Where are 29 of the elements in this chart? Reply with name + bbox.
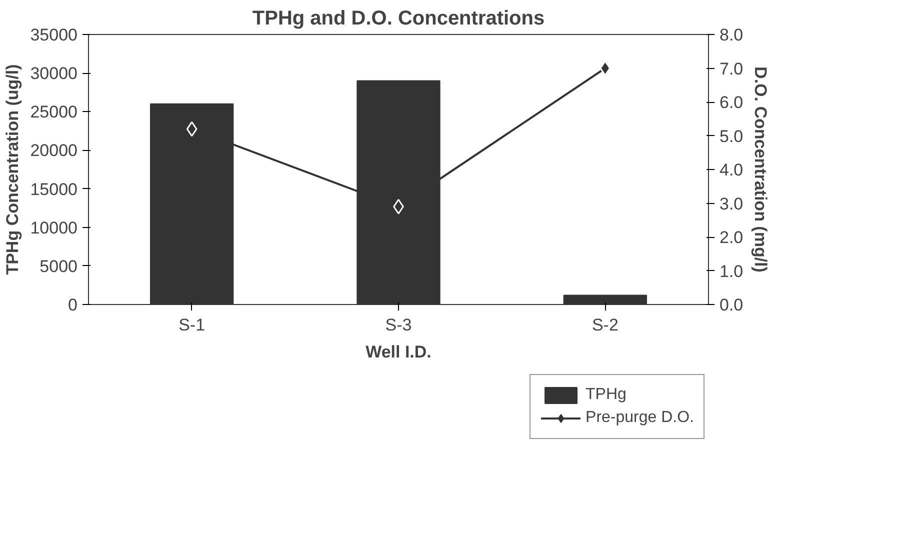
y2-tick-label: 4.0	[720, 160, 744, 180]
y2-axis-title: D.O. Concentration (mg/l)	[751, 66, 770, 272]
y-tick-label: 5000	[40, 256, 78, 276]
y2-tick-label: 6.0	[720, 93, 744, 112]
legend-label: Pre-purge D.O.	[586, 409, 694, 427]
y2-tick-label: 5.0	[720, 126, 744, 146]
point	[186, 121, 198, 137]
y-tick-label: 0	[68, 296, 78, 314]
y-tick-label: 15000	[30, 180, 78, 199]
y-tick-label: 10000	[30, 218, 78, 238]
y2-tick-label: 0.0	[720, 296, 744, 314]
chart-title: TPHg and D.O. Concentrations	[252, 8, 545, 30]
bar	[563, 294, 647, 304]
x-axis-title: Well I.D.	[366, 342, 432, 362]
y-axis-title: TPHg Concentration (ug/l)	[3, 64, 22, 275]
point	[600, 60, 611, 76]
y-tick-label: 25000	[30, 102, 78, 122]
y2-tick-label: 2.0	[720, 228, 744, 247]
y-tick-label: 35000	[30, 26, 78, 44]
y-tick-label: 20000	[30, 141, 78, 160]
x-tick-label: S-3	[385, 316, 412, 334]
legend-label: TPHg	[586, 386, 626, 404]
y2-tick-label: 8.0	[720, 26, 744, 44]
y2-tick-label: 7.0	[720, 59, 744, 78]
x-tick-label: S-1	[178, 316, 206, 334]
y2-tick-label: 1.0	[720, 262, 744, 281]
y2-tick-label: 3.0	[720, 194, 744, 214]
y-tick-label: 30000	[30, 64, 78, 84]
x-tick-label: S-2	[592, 316, 618, 334]
